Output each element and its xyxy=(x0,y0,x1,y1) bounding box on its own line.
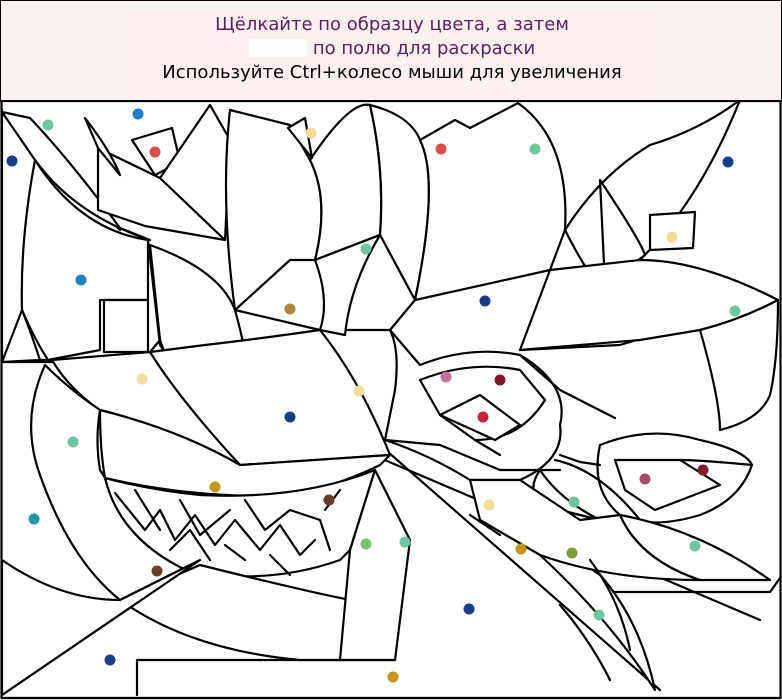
region-ground-left[interactable] xyxy=(0,558,202,697)
region-petal-e[interactable] xyxy=(413,101,567,302)
header-panel: Щёлкайте по образцу цвета, а затем по по… xyxy=(0,0,782,102)
region-leaf-right-top-2[interactable] xyxy=(598,178,647,287)
region-bowl-zigzag-3[interactable] xyxy=(168,528,292,577)
region-leaf-left-big[interactable] xyxy=(20,158,150,362)
selected-color-swatch[interactable] xyxy=(248,39,307,57)
region-stem-lines[interactable] xyxy=(468,513,632,682)
region-bud-lines[interactable] xyxy=(553,453,754,522)
region-bud-inner[interactable] xyxy=(613,458,722,512)
region-leaf-right-hang[interactable] xyxy=(698,298,780,432)
region-leaf-fold[interactable] xyxy=(96,146,227,242)
instruction-line-2: по полю для раскраски xyxy=(129,37,655,61)
instruction-line-2-text: по полю для раскраски xyxy=(312,38,536,59)
region-bowl-right[interactable] xyxy=(338,468,412,662)
instructions-box: Щёлкайте по образцу цвета, а затем по по… xyxy=(129,11,655,95)
region-rose-petal-lines[interactable] xyxy=(383,353,617,472)
coloring-canvas[interactable] xyxy=(0,100,782,700)
instruction-line-1: Щёлкайте по образцу цвета, а затем xyxy=(215,14,569,35)
region-bowl-band[interactable] xyxy=(103,468,377,578)
region-leaf-top-left[interactable] xyxy=(0,110,152,242)
instruction-line-3: Используйте Ctrl+колесо мыши для увеличе… xyxy=(162,62,622,83)
coloring-board[interactable] xyxy=(0,100,782,700)
region-box-left[interactable] xyxy=(102,298,150,354)
region-box-right[interactable] xyxy=(648,210,697,252)
region-bowl-zigzag-2[interactable] xyxy=(133,488,342,552)
region-petal-g[interactable] xyxy=(313,233,382,337)
region-bowl-zigzag-1[interactable] xyxy=(113,491,317,557)
region-leaf-thin[interactable] xyxy=(83,116,122,177)
region-leaf-right-edge[interactable] xyxy=(0,308,42,364)
